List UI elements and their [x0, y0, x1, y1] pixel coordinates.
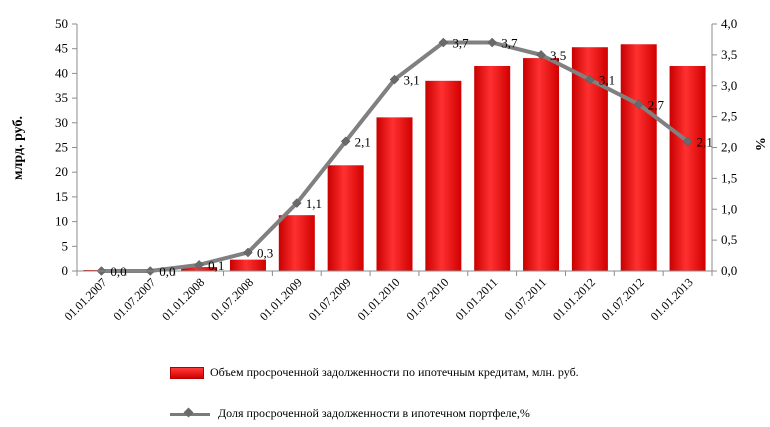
line-point-01.01.2009 — [291, 198, 302, 208]
line-point-01.07.2008 — [243, 247, 253, 258]
x-tick-label: 01.01.2011 — [453, 275, 501, 323]
y-right-title: % — [752, 137, 767, 151]
x-tick-label: 01.01.2012 — [550, 275, 598, 323]
y-right-tick-label: 2,5 — [721, 109, 737, 124]
bar-01.07.2011 — [523, 58, 560, 271]
line-data-label: 0,1 — [208, 258, 224, 273]
line-point-01.07.2009 — [340, 136, 351, 147]
y-left-tick-label: 0 — [62, 263, 69, 278]
line-point-01.07.2011 — [536, 50, 546, 60]
line-point-01.01.2008 — [194, 259, 204, 270]
data-labels: 0,0 0,0 0,1 0,3 1,1 2,1 3,1 3,7 3,7 3,5 3,1 2,7 2,1 — [110, 36, 712, 279]
y-right-tick-label: 1,5 — [721, 170, 737, 185]
line-point-01.07.2010 — [438, 37, 449, 48]
line-data-label: 2,1 — [697, 134, 713, 149]
legend-line-swatch — [170, 409, 210, 419]
legend-bar-label: Объем просроченной задолженности по ипот… — [210, 365, 579, 379]
x-tick-label: 01.01.2007 — [61, 275, 109, 323]
y-right-tick-label: 0,0 — [721, 263, 737, 278]
bar-01.01.2013 — [669, 65, 706, 272]
line-data-label: 3,1 — [599, 73, 615, 88]
line-data-label: 3,7 — [501, 36, 518, 51]
y-left-title: млрд. руб. — [11, 116, 26, 180]
line-point-01.01.2011 — [487, 37, 498, 48]
y-left-tick-label: 25 — [55, 140, 68, 155]
y-right-tick-label: 2,0 — [721, 140, 737, 155]
y-left-tick-label: 15 — [55, 189, 68, 204]
y-left-tick-label: 5 — [62, 238, 69, 253]
x-tick-label: 01.01.2009 — [257, 275, 305, 323]
x-tick-label: 01.01.2008 — [159, 275, 207, 323]
bar-01.07.2009 — [327, 165, 364, 271]
x-tick-label: 01.07.2009 — [306, 275, 354, 323]
line-data-label: 2,7 — [648, 97, 665, 112]
line-data-label: 2,1 — [355, 134, 371, 149]
y-left-tick-label: 35 — [55, 90, 68, 105]
bar-01.07.2010 — [425, 80, 462, 271]
line-data-label: 0,0 — [110, 264, 126, 279]
x-tick-label: 01.07.2007 — [110, 275, 158, 323]
line-data-label: 0,3 — [257, 245, 273, 260]
line-data-label: 3,5 — [550, 48, 566, 63]
y-right-tick-label: 0,5 — [721, 232, 737, 247]
y-right-tick-label: 4,0 — [721, 16, 737, 31]
x-tick-label: 01.01.2013 — [648, 275, 696, 323]
line-data-label: 1,1 — [306, 196, 322, 211]
line-data-label: 3,7 — [452, 36, 469, 51]
bar-01.07.2012 — [620, 44, 657, 272]
y-right-tick-label: 3,0 — [721, 78, 737, 93]
line-series — [96, 37, 693, 276]
line-point-01.01.2010 — [389, 74, 400, 85]
legend-line-label: Доля просроченной задолженности в ипотеч… — [218, 406, 530, 420]
legend-bar-entry: Объем просроченной задолженности по ипот… — [170, 365, 579, 380]
line-point-01.01.2013 — [682, 136, 693, 147]
legend-bar-swatch — [170, 366, 204, 379]
y-left-tick-label: 40 — [55, 65, 68, 80]
y-left-tick-label: 30 — [55, 115, 68, 130]
y-left-tick-label: 10 — [55, 214, 68, 229]
x-tick-label: 01.01.2010 — [355, 275, 403, 323]
bar-01.01.2011 — [474, 65, 511, 272]
legend-line-entry: Доля просроченной задолженности в ипотеч… — [170, 406, 530, 421]
x-tick-label: 01.07.2008 — [208, 275, 256, 323]
line-point-01.01.2012 — [585, 74, 595, 85]
line-data-label: 0,0 — [159, 264, 175, 279]
x-tick-label: 01.07.2010 — [403, 275, 451, 323]
y-right-tick-label: 1,0 — [721, 201, 737, 216]
x-tick-label: 01.07.2012 — [599, 275, 647, 323]
y-left-tick-label: 50 — [55, 16, 68, 31]
bar-01.07.2008 — [229, 259, 266, 271]
bar-series — [83, 44, 706, 272]
y-right-tick-label: 3,5 — [721, 47, 737, 62]
y-left-tick-label: 45 — [55, 41, 68, 56]
y-left-tick-label: 20 — [55, 164, 68, 179]
x-tick-label: 01.07.2011 — [501, 275, 549, 323]
line-point-01.07.2012 — [633, 99, 644, 110]
bar-01.01.2010 — [376, 117, 413, 271]
bar-01.01.2009 — [278, 215, 315, 271]
line-data-label: 3,1 — [404, 73, 420, 88]
